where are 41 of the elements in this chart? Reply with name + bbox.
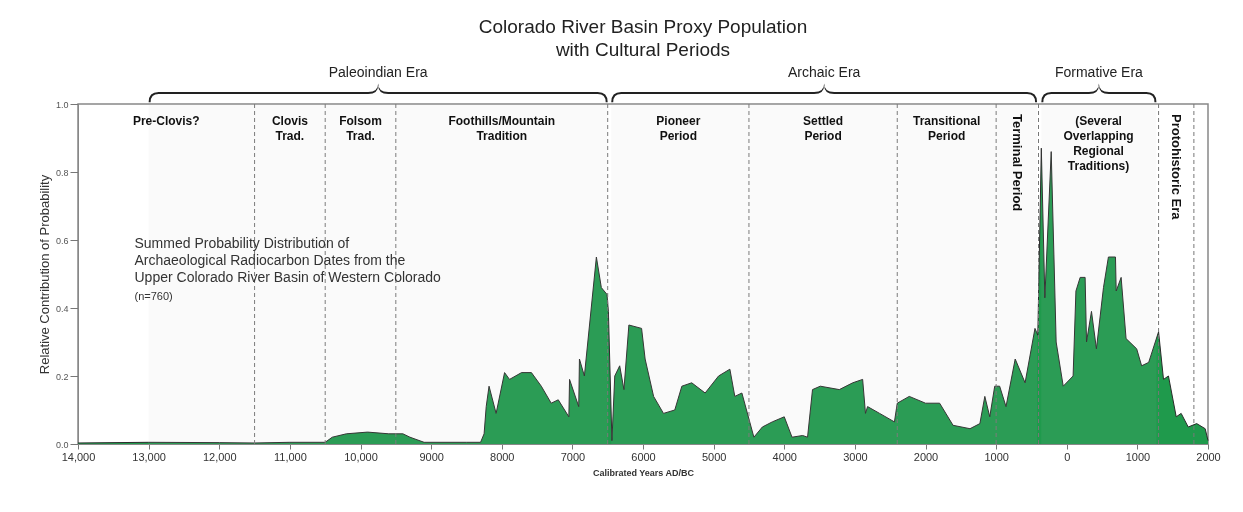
annotation: (n=760) (134, 290, 173, 302)
y-tick-label: 0.2 (55, 371, 69, 382)
chart-title: Colorado River Basin Proxy Population with Cultural Periods (478, 15, 808, 60)
annotation: Pioneer Period (656, 114, 701, 143)
x-tick-label: 10,000 (344, 450, 378, 463)
band-label: Paleoindian Era (328, 63, 428, 80)
x-tick-label: 1000 (1125, 450, 1151, 463)
x-tick-label: 4000 (772, 450, 797, 463)
y-tick-label: 0.0 (55, 439, 69, 450)
x-tick-label: 8000 (490, 450, 515, 463)
annotation: Clovis Trad. (271, 114, 309, 143)
x-tick-label: 5000 (701, 450, 727, 463)
x-tick-label: 13,000 (132, 450, 166, 463)
annotation: Foothills/Mountain Tradition (448, 114, 556, 143)
y-tick-label: 0.4 (55, 303, 69, 314)
annotation: Pre-Clovis? (132, 114, 200, 128)
annotation: Terminal Period (1010, 114, 1026, 212)
x-axis-title: Calibrated Years AD/BC (592, 467, 695, 478)
x-tick-label: 7000 (560, 450, 586, 463)
x-tick-label: 14,000 (61, 450, 96, 463)
x-tick-label: 12,000 (202, 450, 237, 463)
y-axis-title: Relative Contribution of Probability (36, 174, 52, 375)
annotation: Settled Period (803, 114, 844, 143)
annotation: Folsom Trad. (339, 114, 382, 143)
y-tick-label: 0.6 (55, 235, 69, 246)
annotation: Summed Probability Distribution of Archaeological Radiocarbon Dates from the Upper Colorado River Basin of Western Colorado (134, 234, 442, 285)
x-tick-label: 6000 (631, 450, 656, 463)
x-tick-label: 2000 (913, 450, 939, 463)
band-label: Archaic Era (787, 63, 861, 80)
x-tick-label: 9000 (419, 450, 444, 463)
x-tick-label: 2000 (1196, 450, 1221, 463)
x-tick-label: 0 (1064, 450, 1071, 463)
band-label: Formative Era (1054, 63, 1144, 80)
annotation: Protohistoric Era (1169, 114, 1185, 221)
annotation: Transitional Period (913, 114, 981, 143)
x-tick-label: 11,000 (273, 450, 307, 463)
annotation: (Several Overlapping Regional Traditions) (1063, 114, 1134, 173)
y-tick-label: 1.0 (55, 99, 69, 110)
x-tick-label: 1000 (984, 450, 1009, 463)
y-tick-label: 0.8 (55, 167, 69, 178)
x-tick-label: 3000 (843, 450, 868, 463)
